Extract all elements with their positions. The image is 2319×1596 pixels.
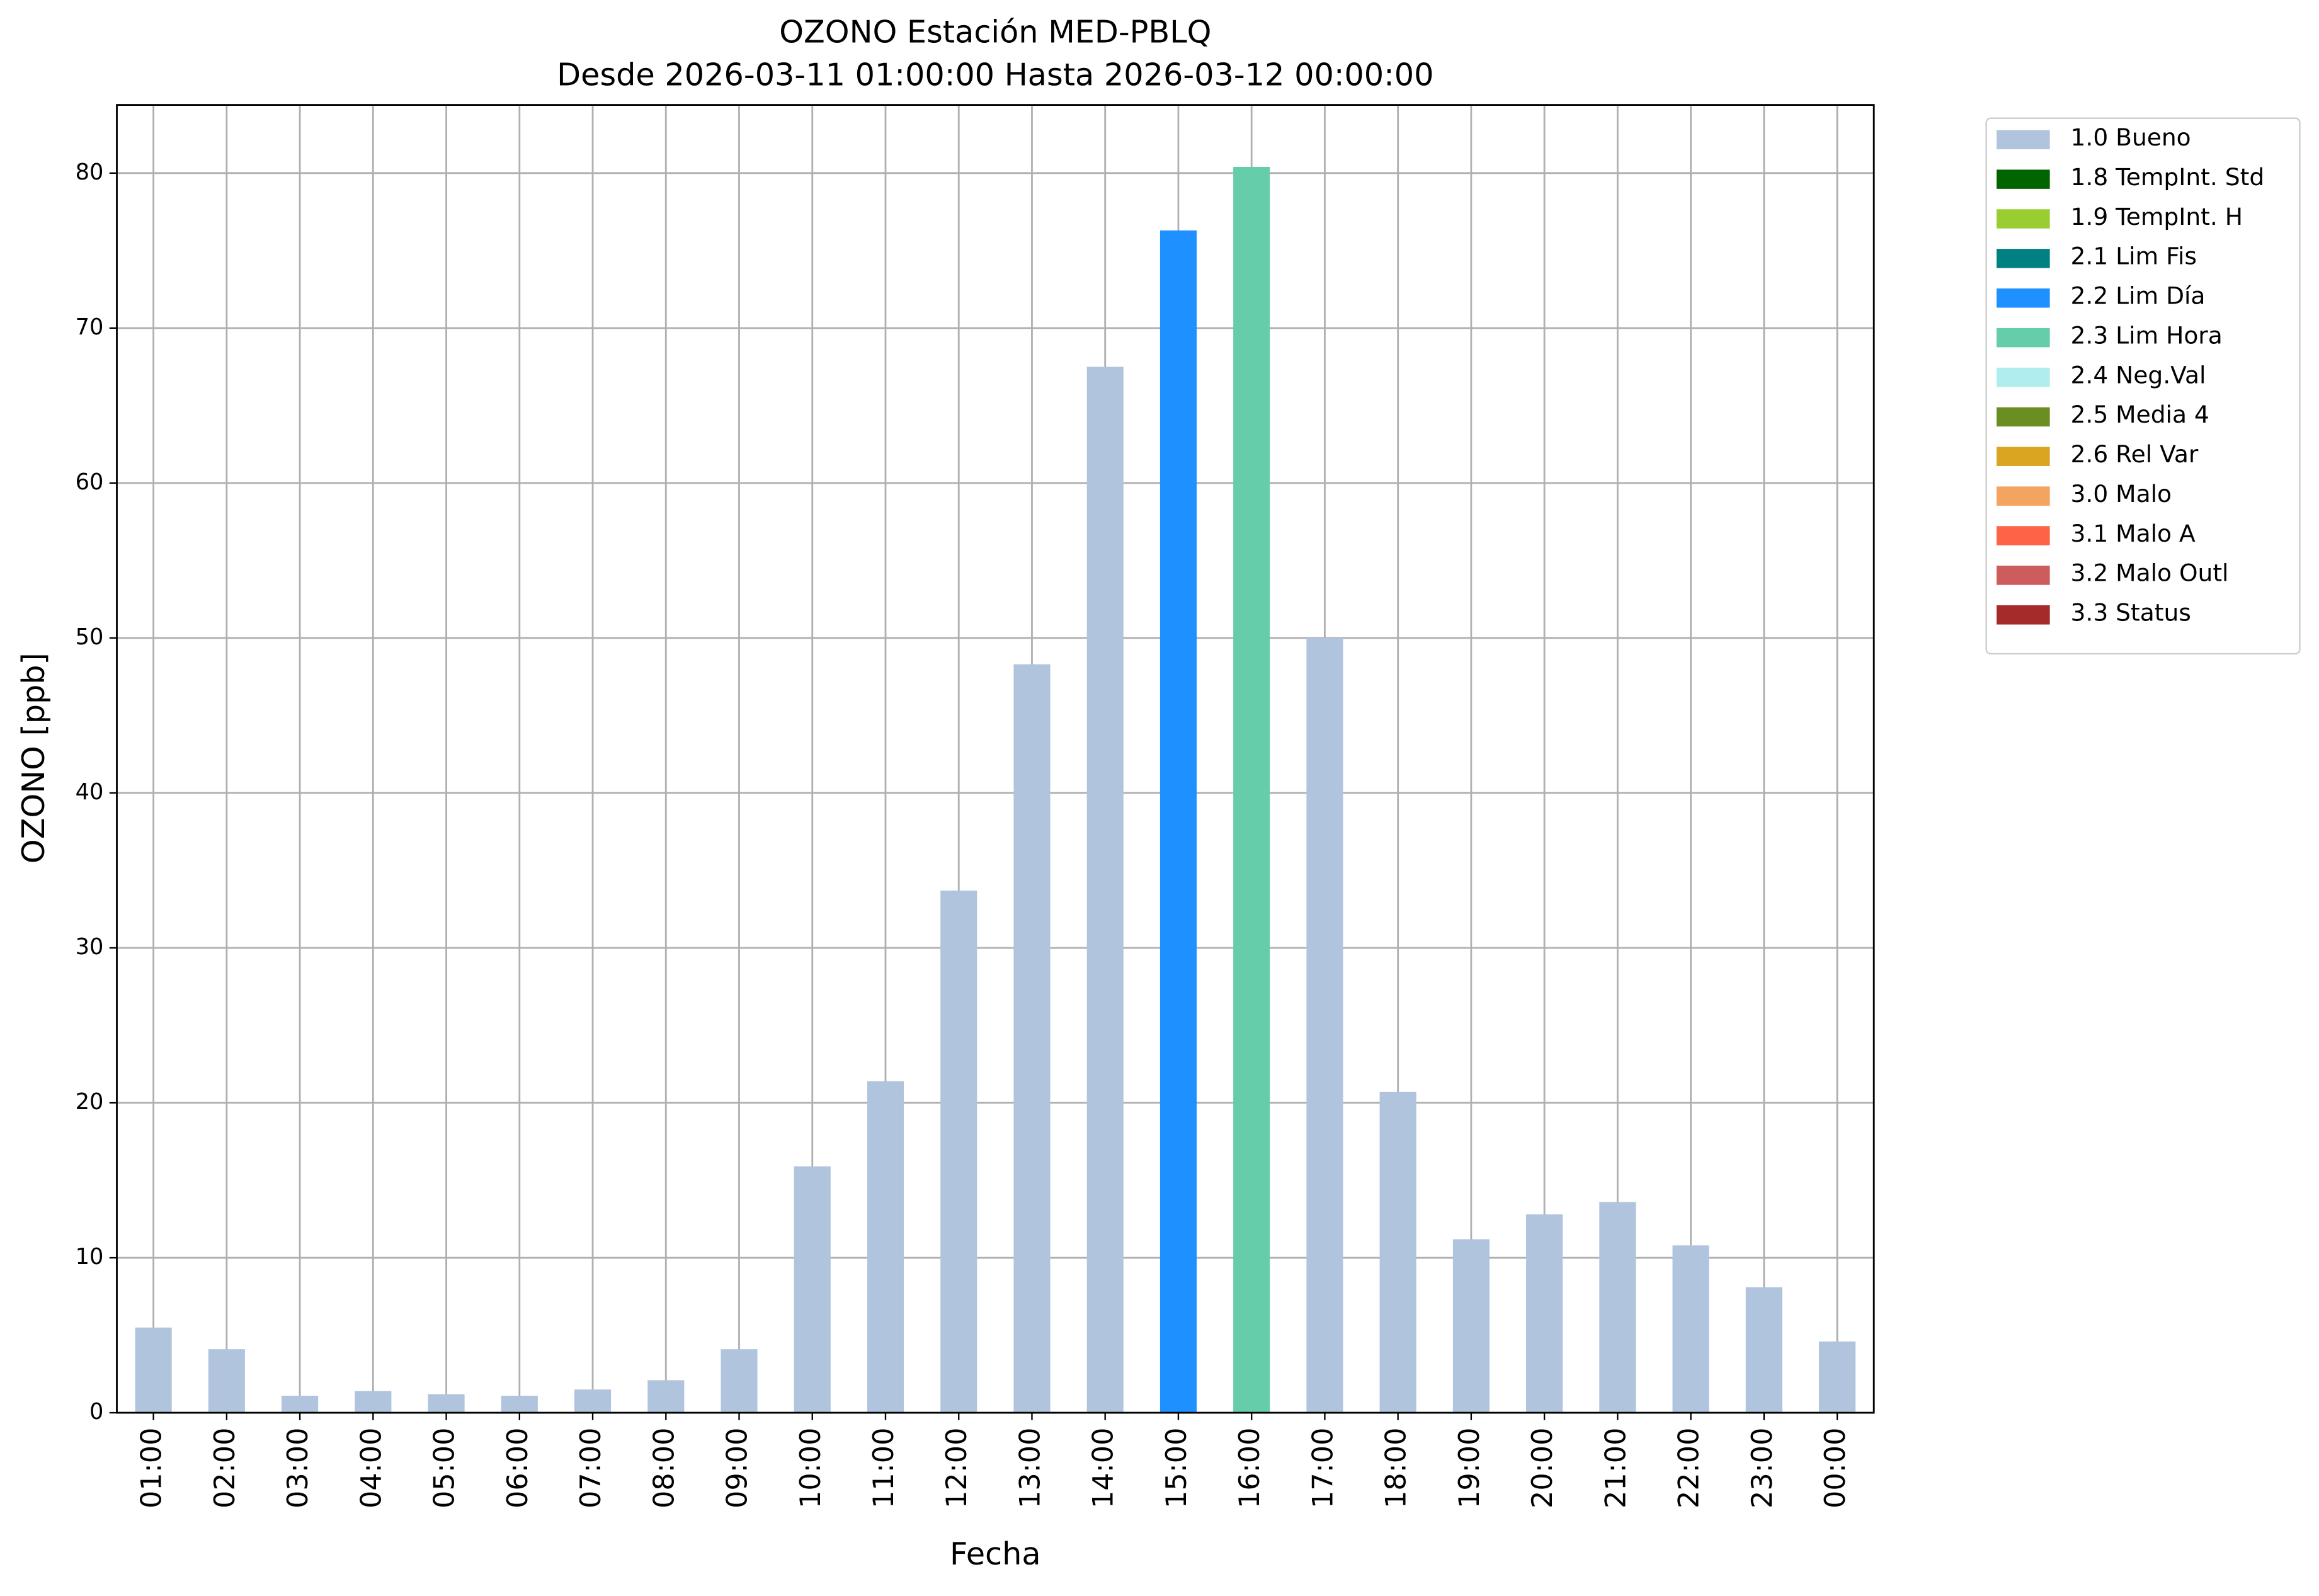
x-tick-label: 11:00 xyxy=(867,1428,900,1508)
chart-subtitle: Desde 2026-03-11 01:00:00 Hasta 2026-03-… xyxy=(557,57,1433,93)
x-tick-label: 17:00 xyxy=(1306,1428,1339,1508)
x-tick-label: 16:00 xyxy=(1233,1428,1266,1508)
legend-label: 2.3 Lim Hora xyxy=(2071,321,2223,349)
x-tick-label: 18:00 xyxy=(1380,1428,1413,1508)
x-tick-label: 00:00 xyxy=(1819,1428,1852,1508)
legend-label: 2.2 Lim Día xyxy=(2071,282,2206,310)
x-tick-label: 14:00 xyxy=(1087,1428,1120,1508)
legend-swatch xyxy=(1997,209,2050,229)
legend-label: 3.2 Malo Outl xyxy=(2071,559,2229,587)
x-tick-label: 07:00 xyxy=(574,1428,607,1508)
bar xyxy=(1672,1245,1709,1413)
legend-label: 2.6 Rel Var xyxy=(2071,440,2199,468)
bar xyxy=(647,1380,685,1413)
legend-label: 3.0 Malo xyxy=(2071,480,2172,508)
y-tick-label: 80 xyxy=(76,159,104,185)
x-tick-label: 03:00 xyxy=(282,1428,314,1508)
bar xyxy=(135,1327,172,1413)
x-tick-label: 15:00 xyxy=(1160,1428,1193,1508)
legend-label: 3.3 Status xyxy=(2071,599,2191,627)
y-tick-label: 10 xyxy=(76,1244,104,1270)
bar xyxy=(501,1395,538,1413)
chart-title: OZONO Estación MED-PBLQ xyxy=(779,13,1211,50)
x-axis-label: Fecha xyxy=(950,1536,1041,1572)
bar xyxy=(1526,1214,1563,1413)
x-tick-label: 19:00 xyxy=(1453,1428,1486,1508)
legend-swatch xyxy=(1997,288,2050,308)
bar xyxy=(1233,166,1270,1413)
x-tick-label: 06:00 xyxy=(501,1428,534,1508)
bar xyxy=(1599,1202,1636,1413)
legend-swatch xyxy=(1997,328,2050,348)
bar xyxy=(940,890,977,1413)
y-axis-label: OZONO [ppb] xyxy=(15,653,52,864)
legend-swatch xyxy=(1997,486,2050,506)
legend-swatch xyxy=(1997,249,2050,268)
legend-label: 1.0 Bueno xyxy=(2071,123,2191,151)
x-tick-label: 12:00 xyxy=(940,1428,973,1508)
y-tick-label: 30 xyxy=(76,934,104,960)
bar xyxy=(1306,637,1343,1413)
bar xyxy=(574,1389,612,1413)
y-tick-label: 0 xyxy=(89,1399,103,1425)
bar xyxy=(1452,1239,1490,1413)
x-tick-label: 08:00 xyxy=(647,1428,680,1508)
y-tick-label: 60 xyxy=(76,469,104,495)
y-tick-label: 40 xyxy=(76,779,104,805)
legend-label: 1.8 TempInt. Std xyxy=(2071,163,2265,191)
legend-label: 1.9 TempInt. H xyxy=(2071,203,2243,231)
bar xyxy=(1819,1341,1856,1413)
bar xyxy=(1745,1287,1782,1413)
legend-box xyxy=(1985,117,2301,655)
legend-swatch xyxy=(1997,447,2050,467)
legend-swatch xyxy=(1997,605,2050,625)
x-tick-label: 01:00 xyxy=(135,1428,168,1508)
y-tick-label: 70 xyxy=(76,314,104,340)
x-tick-label: 13:00 xyxy=(1013,1428,1046,1508)
y-tick-label: 20 xyxy=(76,1089,104,1115)
x-tick-label: 21:00 xyxy=(1599,1428,1632,1508)
bar xyxy=(794,1166,831,1413)
bar xyxy=(1013,664,1051,1413)
legend-label: 2.4 Neg.Val xyxy=(2071,361,2206,389)
x-tick-label: 22:00 xyxy=(1673,1428,1706,1508)
x-tick-label: 04:00 xyxy=(355,1428,387,1508)
y-tick-label: 50 xyxy=(76,624,104,650)
bar xyxy=(1160,230,1197,1413)
x-tick-label: 02:00 xyxy=(208,1428,241,1508)
legend-label: 2.1 Lim Fis xyxy=(2071,242,2197,270)
x-tick-label: 20:00 xyxy=(1526,1428,1559,1508)
bar xyxy=(1379,1092,1416,1413)
legend-swatch xyxy=(1997,367,2050,387)
bar xyxy=(721,1349,758,1413)
bar xyxy=(1086,367,1124,1413)
plot-frame xyxy=(116,104,1875,1414)
legend-swatch xyxy=(1997,130,2050,149)
bar xyxy=(282,1395,319,1413)
bar xyxy=(428,1394,465,1413)
legend-label: 3.1 Malo A xyxy=(2071,520,2196,547)
legend-swatch xyxy=(1997,526,2050,545)
bar xyxy=(867,1081,904,1413)
x-tick-label: 09:00 xyxy=(721,1428,754,1508)
x-tick-label: 10:00 xyxy=(794,1428,827,1508)
bar xyxy=(208,1349,245,1413)
x-tick-label: 05:00 xyxy=(428,1428,461,1508)
legend-swatch xyxy=(1997,169,2050,189)
bar xyxy=(355,1391,392,1413)
legend-swatch xyxy=(1997,566,2050,585)
legend-swatch xyxy=(1997,407,2050,427)
legend-label: 2.5 Media 4 xyxy=(2071,401,2209,428)
x-tick-label: 23:00 xyxy=(1746,1428,1779,1508)
